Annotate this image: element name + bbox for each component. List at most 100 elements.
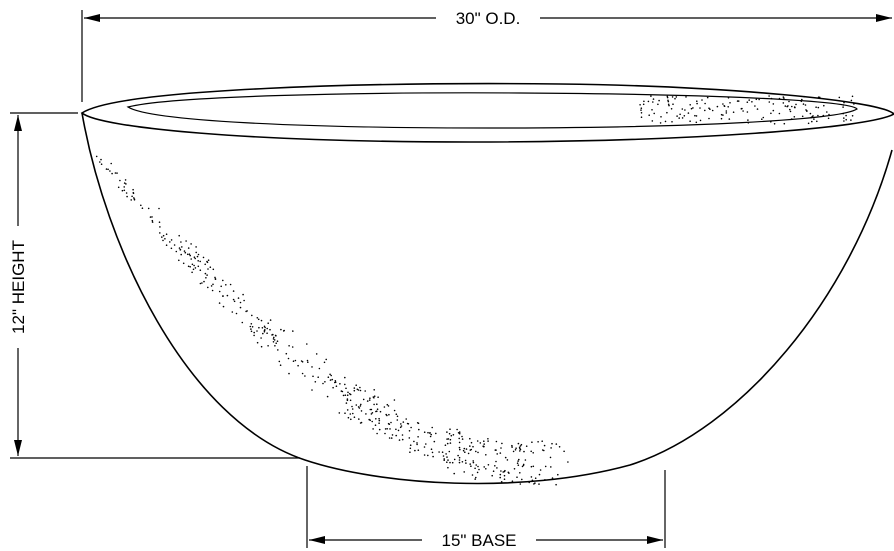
stipple-dot: [443, 459, 446, 462]
stipple-dot: [446, 442, 449, 445]
stipple-dot: [816, 120, 818, 123]
stipple-dot: [123, 182, 126, 184]
stipple-dot: [263, 325, 266, 328]
stipple-dot: [239, 306, 242, 309]
stipple-dot: [395, 428, 397, 431]
stipple-dot: [272, 338, 275, 340]
stipple-dot: [110, 162, 112, 165]
stipple-dot: [642, 103, 645, 106]
stipple-dot: [271, 334, 273, 336]
stipple-dot: [423, 446, 426, 448]
stipple-dot: [800, 100, 803, 103]
stipple-dot: [464, 451, 466, 454]
stipple-dot: [391, 434, 394, 436]
stipple-dot: [386, 428, 389, 430]
stipple-dot: [449, 438, 452, 441]
stipple-dot: [449, 442, 452, 444]
stipple-dot: [315, 353, 318, 355]
stipple-dot: [801, 98, 803, 101]
stipple-dot: [660, 116, 662, 118]
stipple-dot: [329, 379, 332, 381]
stipple-dot: [292, 360, 295, 363]
stipple-dot: [543, 444, 546, 447]
stipple-dot: [347, 416, 350, 419]
stipple-dot: [278, 360, 281, 363]
stipple-dot: [850, 119, 852, 121]
stipple-dot: [551, 477, 554, 479]
stipple-dot: [117, 186, 120, 189]
bowl-body-outline: [81, 112, 893, 485]
stipple-dot: [207, 286, 209, 289]
stipple-dot: [370, 413, 373, 415]
stipple-dot: [178, 234, 180, 237]
stipple-dot: [232, 290, 235, 292]
stipple-dot: [699, 107, 701, 109]
stipple-dot: [687, 112, 690, 114]
stipple-dot: [170, 239, 173, 241]
stipple-dot: [274, 345, 276, 347]
stipple-dot: [842, 112, 844, 115]
stipple-dot: [393, 409, 396, 412]
stipple-dot: [456, 428, 458, 431]
stipple-dot: [264, 329, 266, 331]
stipple-dot: [476, 440, 479, 442]
stipple-dot: [512, 450, 515, 453]
stipple-dot: [123, 189, 126, 192]
stipple-dot: [850, 99, 853, 102]
stipple-dot: [192, 268, 195, 271]
stipple-dot: [325, 358, 328, 361]
stipple-dot: [653, 112, 655, 115]
stipple-dot: [511, 480, 514, 483]
stipple-dot: [670, 108, 673, 110]
stipple-dot: [335, 385, 338, 388]
stipple-dot: [525, 445, 528, 448]
stipple-dot: [400, 423, 402, 425]
stipple-dot: [371, 420, 374, 423]
stipple-dot: [807, 122, 810, 125]
stipple-dot: [438, 451, 440, 453]
bowl-stipple-shading: [95, 95, 855, 486]
stipple-dot: [499, 473, 502, 476]
stipple-dot: [250, 330, 253, 333]
stipple-dot: [446, 456, 448, 458]
stipple-dot: [494, 449, 497, 451]
stipple-dot: [329, 373, 331, 376]
stipple-dot: [465, 462, 467, 464]
stipple-dot: [458, 441, 461, 444]
stipple-dot: [499, 476, 502, 479]
stipple-dot: [725, 112, 728, 114]
stipple-dot: [330, 374, 333, 377]
stipple-dot: [378, 422, 380, 425]
stipple-dot: [347, 391, 349, 394]
stipple-dot: [349, 399, 352, 402]
stipple-dot: [218, 290, 221, 293]
stipple-dot: [410, 426, 412, 429]
stipple-dot: [386, 403, 389, 406]
stipple-dot: [651, 109, 653, 111]
stipple-dot: [842, 104, 845, 106]
stipple-dot: [366, 400, 369, 402]
stipple-dot: [671, 121, 673, 123]
stipple-dot: [782, 102, 785, 104]
stipple-dot: [395, 413, 398, 416]
stipple-dot: [243, 299, 245, 302]
stipple-dot: [716, 105, 719, 108]
stipple-dot: [448, 450, 451, 453]
stipple-dot: [373, 403, 375, 406]
stipple-dot: [567, 461, 569, 463]
stipple-dot: [517, 464, 520, 467]
height-label: 12" HEIGHT: [9, 240, 28, 334]
stipple-dot: [487, 438, 489, 440]
stipple-dot: [352, 412, 354, 415]
stipple-dot: [267, 345, 269, 347]
stipple-dot: [531, 479, 534, 482]
stipple-dot: [273, 336, 275, 339]
stipple-dot: [331, 378, 334, 381]
stipple-dot: [521, 465, 524, 468]
stipple-dot: [100, 163, 103, 165]
stipple-dot: [356, 388, 359, 391]
stipple-dot: [389, 428, 391, 430]
stipple-dot: [483, 443, 486, 445]
stipple-dot: [373, 389, 376, 391]
stipple-dot: [818, 96, 821, 99]
